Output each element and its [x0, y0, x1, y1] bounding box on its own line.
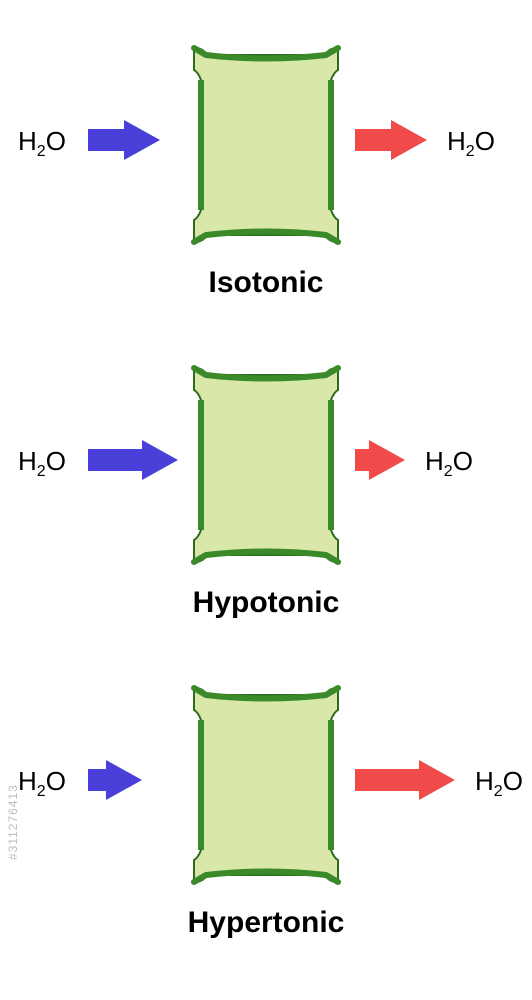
h2o-label-out: H2O [425, 446, 473, 481]
caption-isotonic: Isotonic [0, 266, 532, 300]
plant-cell-isotonic [186, 40, 346, 250]
h2o-label-out: H2O [447, 126, 495, 161]
arrow-out-icon [355, 440, 405, 485]
h2o-label-in: H2O [18, 766, 66, 801]
plant-cell-hypertonic [186, 680, 346, 890]
caption-hypotonic: Hypotonic [0, 586, 532, 620]
h2o-label-out: H2O [475, 766, 523, 801]
h2o-label-in: H2O [18, 126, 66, 161]
arrow-in-icon [88, 440, 178, 485]
cell-row-isotonic: H2O H2O [0, 40, 532, 260]
plant-cell-hypotonic [186, 360, 346, 570]
panel-hypotonic: H2O H2O Hypotonic [0, 360, 532, 660]
caption-hypertonic: Hypertonic [0, 906, 532, 940]
cell-row-hypertonic: H2O H2O [0, 680, 532, 900]
arrow-in-icon [88, 120, 160, 165]
arrow-in-icon [88, 760, 142, 805]
arrow-out-icon [355, 760, 455, 805]
watermark-text: #311276413 [6, 784, 20, 860]
arrow-out-icon [355, 120, 427, 165]
h2o-label-in: H2O [18, 446, 66, 481]
panel-hypertonic: H2O H2O Hypertonic [0, 680, 532, 980]
panel-isotonic: H2O H2O Isotonic [0, 40, 532, 340]
cell-row-hypotonic: H2O H2O [0, 360, 532, 580]
